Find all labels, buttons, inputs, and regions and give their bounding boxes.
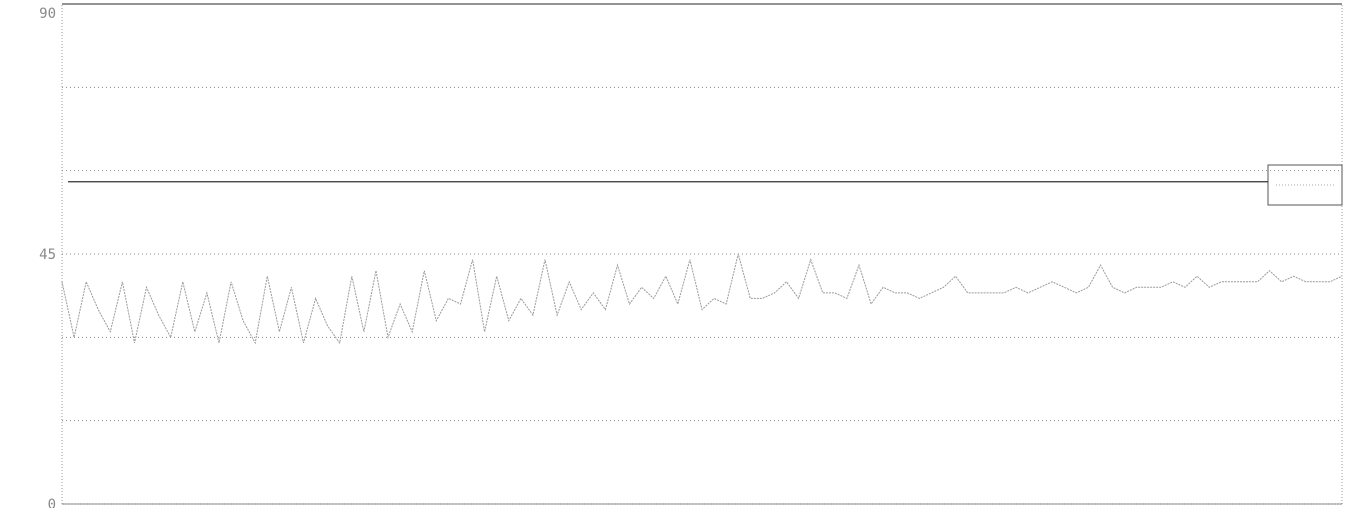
series-line-0 bbox=[61, 253, 1343, 345]
series-layer bbox=[61, 253, 1343, 345]
legend-box bbox=[1267, 164, 1343, 206]
y-tick-label-0: 0 bbox=[48, 497, 56, 508]
y-axis-ticks: 90 45 0 bbox=[39, 6, 56, 512]
grid-layer bbox=[62, 86, 1342, 422]
y-tick-label-45: 45 bbox=[39, 247, 56, 263]
y-tick-label-90: 90 bbox=[39, 6, 56, 22]
